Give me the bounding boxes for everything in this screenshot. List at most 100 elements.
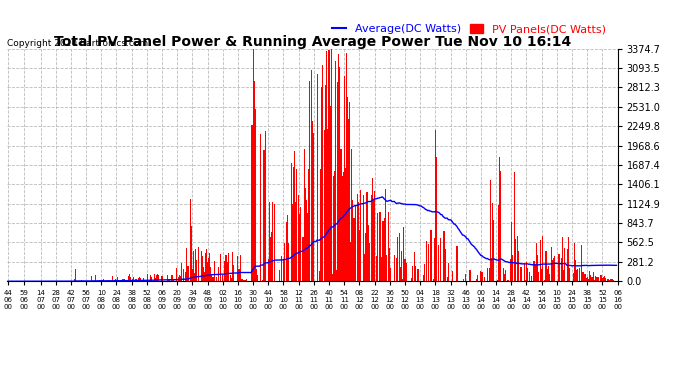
Bar: [159, 280, 160, 281]
Bar: [386, 255, 387, 281]
Bar: [465, 274, 466, 281]
Bar: [353, 218, 355, 281]
Bar: [216, 277, 217, 281]
Title: Total PV Panel Power & Running Average Power Tue Nov 10 16:14: Total PV Panel Power & Running Average P…: [54, 35, 571, 49]
Bar: [388, 212, 389, 281]
Bar: [412, 266, 413, 281]
Bar: [477, 275, 478, 281]
Bar: [175, 268, 177, 281]
Bar: [538, 273, 539, 281]
Bar: [321, 87, 322, 281]
Bar: [205, 253, 206, 281]
Bar: [319, 271, 320, 281]
Bar: [535, 243, 537, 281]
Bar: [594, 280, 595, 281]
Bar: [334, 171, 335, 281]
Bar: [515, 239, 516, 281]
Bar: [286, 222, 287, 281]
Bar: [338, 54, 339, 281]
Bar: [207, 262, 208, 281]
Bar: [541, 269, 542, 281]
Bar: [343, 172, 344, 281]
Bar: [114, 280, 115, 281]
Bar: [573, 243, 575, 281]
Bar: [349, 102, 351, 281]
Bar: [256, 269, 257, 281]
Bar: [161, 276, 163, 281]
Bar: [253, 49, 254, 281]
Bar: [500, 171, 501, 281]
Bar: [169, 279, 170, 281]
Bar: [548, 266, 549, 281]
Bar: [510, 259, 511, 281]
Bar: [290, 164, 292, 281]
Bar: [492, 203, 493, 281]
Bar: [602, 278, 603, 281]
Bar: [270, 237, 271, 281]
Bar: [393, 255, 395, 281]
Bar: [438, 244, 439, 281]
Bar: [196, 260, 197, 281]
Bar: [313, 133, 315, 281]
Bar: [326, 51, 328, 281]
Bar: [537, 255, 538, 281]
Bar: [211, 275, 213, 281]
Bar: [307, 213, 308, 281]
Bar: [172, 275, 173, 281]
Bar: [296, 169, 297, 281]
Bar: [239, 255, 241, 281]
Bar: [335, 61, 336, 281]
Bar: [504, 274, 505, 281]
Bar: [490, 180, 491, 281]
Bar: [558, 254, 560, 281]
Bar: [491, 258, 492, 281]
Bar: [300, 207, 302, 281]
Bar: [126, 280, 127, 281]
Bar: [308, 169, 309, 281]
Bar: [312, 121, 313, 281]
Bar: [446, 277, 448, 281]
Bar: [381, 257, 382, 281]
Bar: [306, 201, 307, 281]
Bar: [190, 226, 192, 281]
Bar: [230, 275, 231, 281]
Bar: [193, 251, 194, 281]
Bar: [373, 199, 374, 281]
Bar: [213, 261, 215, 281]
Bar: [167, 275, 168, 281]
Bar: [525, 280, 526, 281]
Bar: [107, 280, 108, 281]
Bar: [281, 256, 282, 281]
Bar: [402, 279, 404, 281]
Bar: [368, 243, 370, 281]
Bar: [158, 274, 159, 281]
Bar: [102, 280, 103, 281]
Bar: [507, 280, 509, 281]
Bar: [552, 260, 553, 281]
Bar: [337, 82, 338, 281]
Bar: [124, 279, 125, 281]
Bar: [493, 220, 495, 281]
Bar: [347, 97, 348, 281]
Bar: [607, 279, 609, 281]
Bar: [245, 280, 246, 281]
Bar: [499, 157, 500, 281]
Bar: [231, 278, 232, 281]
Bar: [295, 202, 296, 281]
Text: Copyright 2020 Cartronics.com: Copyright 2020 Cartronics.com: [7, 39, 148, 48]
Bar: [287, 215, 288, 281]
Bar: [210, 267, 211, 281]
Bar: [433, 279, 434, 281]
Bar: [346, 53, 347, 281]
Bar: [128, 276, 129, 281]
Bar: [255, 109, 256, 281]
Bar: [452, 271, 453, 281]
Bar: [529, 272, 530, 281]
Bar: [68, 280, 69, 281]
Bar: [204, 272, 205, 281]
Bar: [383, 221, 384, 281]
Bar: [514, 172, 515, 281]
Bar: [417, 269, 419, 281]
Bar: [284, 243, 285, 281]
Bar: [195, 249, 196, 281]
